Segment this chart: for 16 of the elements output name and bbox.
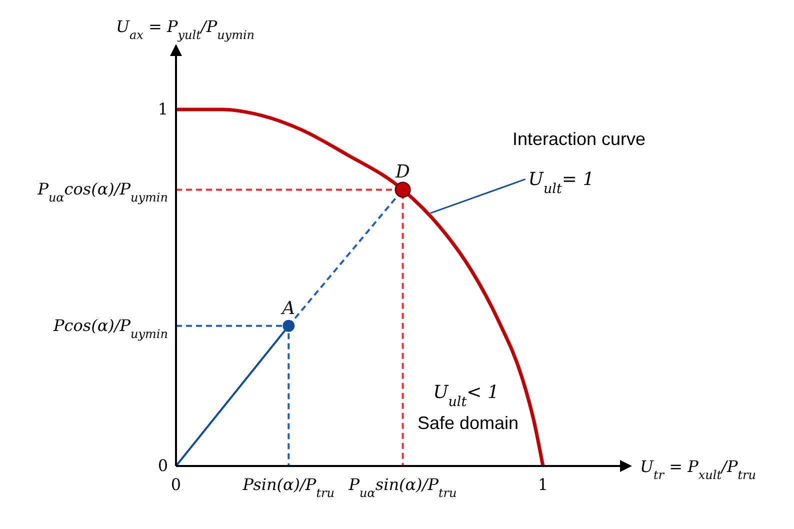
x-tick-label: 1 bbox=[538, 475, 548, 494]
y-tick-label: 1 bbox=[158, 99, 168, 118]
x-tick-label: P$_{uα}$sin(α)/P$_{tru}$ bbox=[348, 475, 457, 500]
y-tick-label: Pcos(α)/P$_{uymin}$ bbox=[52, 316, 168, 341]
annotation: U$_{ult}$< 1 bbox=[433, 382, 499, 410]
x-tick-label: Psin(α)/P$_{tru}$ bbox=[242, 475, 335, 500]
annotation: U$_{ult}$= 1 bbox=[528, 169, 594, 198]
y-tick-label: P$_{uα}$cos(α)/P$_{uymin}$ bbox=[36, 180, 168, 205]
x-axis-title: U$_{tr}$ = P$_{xult}$/P$_{tru}$ bbox=[640, 457, 756, 482]
y-tick-label: 0 bbox=[158, 456, 168, 475]
series-label: D bbox=[394, 162, 411, 183]
annotation: Safe domain bbox=[417, 413, 519, 433]
x-tick-label: 0 bbox=[170, 475, 182, 494]
annotation: Interaction curve bbox=[512, 129, 646, 149]
series-label: A bbox=[280, 298, 296, 319]
y-axis-title: U$_{ax}$ = P$_{yult}$/P$_{uymin}$ bbox=[116, 17, 255, 42]
